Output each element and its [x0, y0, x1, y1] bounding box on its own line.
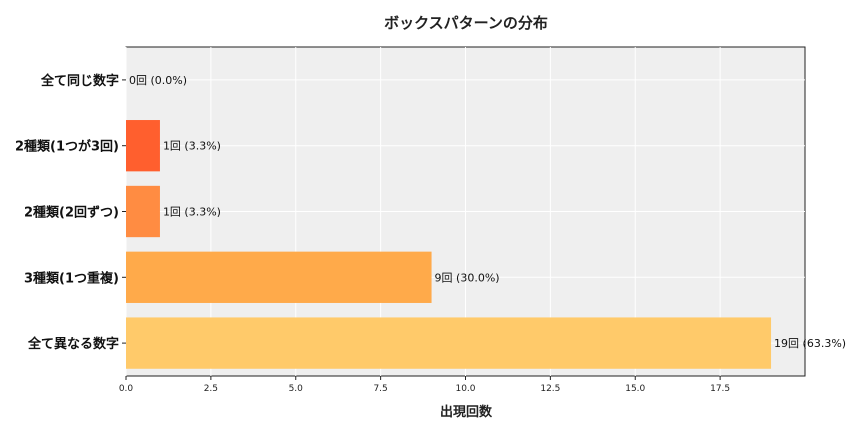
- x-tick-label: 5.0: [289, 384, 304, 394]
- data-label: 1回 (3.3%): [163, 140, 221, 153]
- category-label: 2種類(1つが3回): [15, 139, 119, 155]
- chart-title: ボックスパターンの分布: [384, 14, 548, 32]
- x-axis-label: 出現回数: [440, 404, 493, 420]
- data-labels: 0回 (0.0%) 1回 (3.3%) 1回 (3.3%) 9回 (30.0%) 19回…: [129, 74, 846, 350]
- category-label: 2種類(2回ずつ): [24, 205, 119, 221]
- data-label: 9回 (30.0%): [435, 271, 500, 284]
- data-label: 1回 (3.3%): [163, 206, 221, 219]
- bar: [126, 185, 160, 238]
- x-tick-label: 2.5: [204, 384, 218, 394]
- bar: [126, 251, 432, 303]
- category-label: 全て同じ数字: [40, 73, 119, 89]
- data-label: 19回 (63.3%): [774, 337, 846, 350]
- x-tick-label: 7.5: [373, 384, 387, 394]
- bar-group: [126, 120, 772, 369]
- x-tick-label: 0.0: [119, 384, 134, 394]
- bar: [126, 317, 772, 369]
- x-tick-label: 17.5: [710, 384, 730, 394]
- category-label: 3種類(1つ重複): [24, 270, 119, 286]
- bar: [126, 120, 160, 172]
- category-labels: 全て同じ数字 2種類(1つが3回) 2種類(2回ずつ) 3種類(1つ重複) 全て異なる数…: [15, 73, 126, 352]
- category-label: 全て異なる数字: [27, 336, 119, 352]
- data-label: 0回 (0.0%): [129, 74, 187, 87]
- x-ticks: 0.0 2.5 5.0 7.5 10.0 12.5 15.0 17.5: [119, 376, 730, 394]
- x-tick-label: 12.5: [540, 384, 560, 394]
- x-tick-label: 10.0: [455, 384, 475, 394]
- x-tick-label: 15.0: [625, 384, 645, 394]
